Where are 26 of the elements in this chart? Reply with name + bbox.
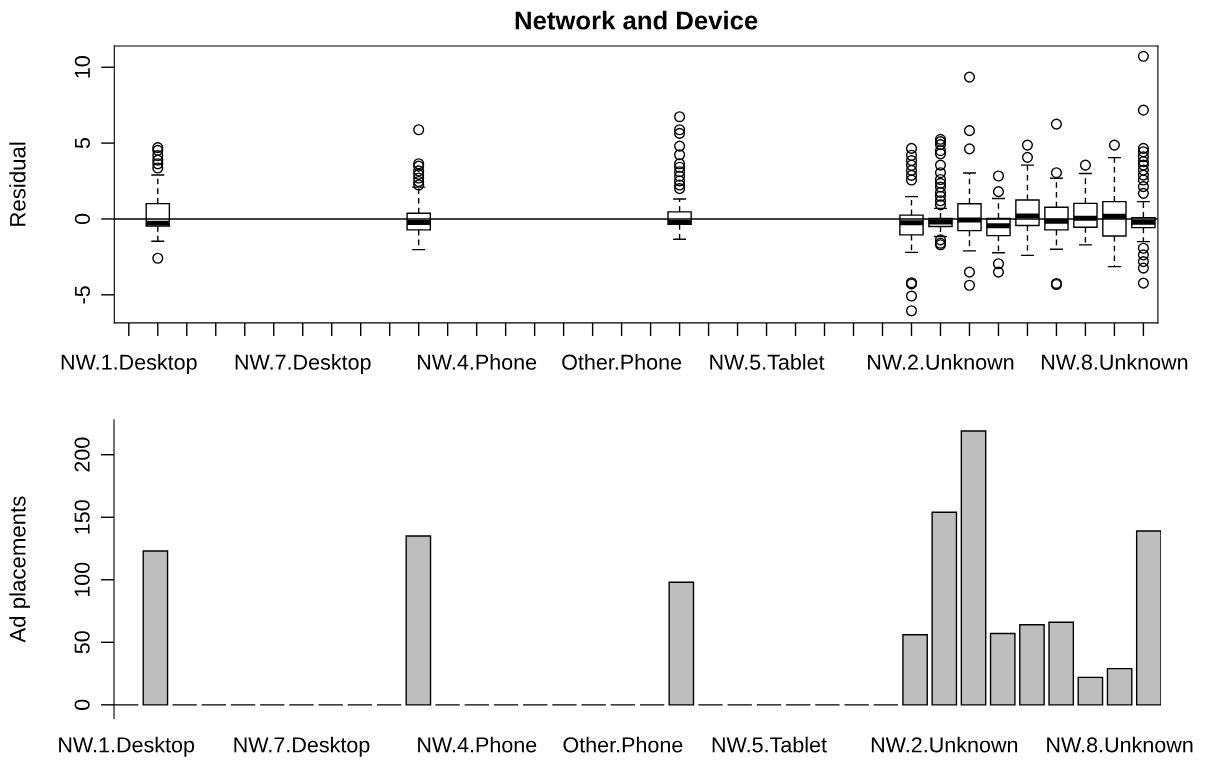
y-tick-label: 50 <box>74 631 90 654</box>
y-tick-label: 10 <box>74 56 91 78</box>
x-tick-label: NW.4.Phone <box>418 354 537 370</box>
x-tick-label: NW.8.Unknown <box>1047 736 1193 753</box>
y-tick-label: 150 <box>74 500 90 534</box>
y-tick-label: -5 <box>75 286 91 304</box>
x-tick-label: NW.8.Unknown <box>1042 354 1188 370</box>
y-tick-label: 0 <box>74 699 90 710</box>
x-tick-label: NW.4.Phone <box>418 736 537 753</box>
x-tick-label: Other.Phone <box>562 354 682 370</box>
y-axis-title: Ad placements <box>9 496 30 643</box>
x-tick-label: Other.Phone <box>563 736 683 753</box>
chart-title: Network and Device <box>515 10 758 30</box>
x-tick-label: NW.7.Desktop <box>234 736 370 757</box>
x-tick-label: NW.1.Desktop <box>59 736 195 757</box>
x-tick-label: NW.7.Desktop <box>235 354 371 375</box>
x-tick-label: NW.2.Unknown <box>871 736 1018 753</box>
y-axis-title: Residual <box>9 142 26 226</box>
x-tick-label: NW.1.Desktop <box>61 354 197 375</box>
y-tick-label: 0 <box>74 213 91 225</box>
x-tick-label: NW.5.Tablet <box>712 736 827 753</box>
y-tick-label: 100 <box>74 562 90 597</box>
y-tick-label: 5 <box>75 138 91 149</box>
x-tick-label: NW.2.Unknown <box>868 354 1014 370</box>
y-tick-label: 200 <box>74 437 90 472</box>
x-tick-label: NW.5.Tablet <box>710 354 825 370</box>
